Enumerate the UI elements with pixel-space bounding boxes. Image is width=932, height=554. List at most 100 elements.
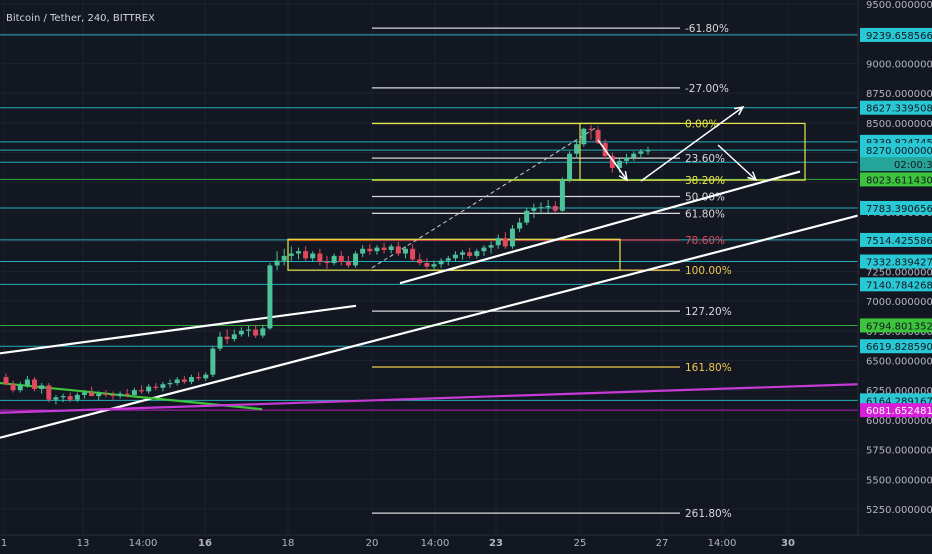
price-level-badge bbox=[860, 339, 932, 354]
price-level-badge-label: 7514.42558670 bbox=[866, 236, 932, 247]
candle-body bbox=[381, 247, 387, 250]
candle-body bbox=[224, 336, 230, 340]
candle-body bbox=[267, 265, 273, 329]
candle-body bbox=[303, 251, 309, 259]
candle-body bbox=[574, 144, 580, 154]
price-tick-label: 7000.00000000 bbox=[866, 297, 932, 308]
candle-body bbox=[317, 253, 323, 262]
price-level-badge-label: 6164.28916785 bbox=[866, 396, 932, 407]
time-tick-label: 14:00 bbox=[129, 538, 158, 549]
price-level-badge-label: 7783.39065674 bbox=[866, 204, 932, 215]
candle-body bbox=[274, 260, 280, 266]
candle-body bbox=[188, 377, 194, 382]
price-level-badge-label: 6619.82859065 bbox=[866, 342, 932, 353]
candle-body bbox=[324, 261, 330, 264]
candle-body bbox=[253, 329, 259, 336]
candle-body bbox=[295, 251, 301, 254]
candle-body bbox=[153, 386, 159, 388]
candle-body bbox=[203, 374, 209, 379]
price-level-badge bbox=[860, 172, 932, 187]
candle-body bbox=[246, 329, 252, 331]
fib-level-label: 38.20% bbox=[685, 175, 725, 187]
candle-body bbox=[538, 207, 544, 209]
candle-body bbox=[481, 247, 487, 252]
price-tick-label: 5500.00000000 bbox=[866, 475, 932, 486]
price-tick-label: 7250.00000000 bbox=[866, 267, 932, 278]
candle-body bbox=[509, 228, 515, 247]
candle-body bbox=[410, 248, 416, 260]
candle-body bbox=[445, 258, 451, 261]
price-level-badge-label: 8270.00000000 bbox=[866, 146, 932, 157]
trend-line bbox=[0, 383, 859, 414]
price-tick-label: 6500.00000000 bbox=[866, 356, 932, 367]
price-level-badge-label: 7140.78426844 bbox=[866, 280, 932, 291]
candle-body bbox=[638, 151, 644, 154]
time-tick-label: 23 bbox=[489, 538, 503, 549]
price-level-badge bbox=[860, 27, 932, 42]
candle-body bbox=[124, 393, 130, 395]
candle-body bbox=[395, 246, 401, 254]
fib-level-label: 0.00% bbox=[685, 118, 718, 130]
candle-body bbox=[74, 394, 80, 400]
price-level-badge-label: 8023.61143049 bbox=[866, 175, 932, 186]
price-level-badge bbox=[860, 318, 932, 333]
candle-body bbox=[338, 255, 344, 262]
candle-body bbox=[545, 206, 551, 208]
arrow-line bbox=[717, 144, 757, 181]
candle-body bbox=[217, 336, 223, 349]
candle-body bbox=[67, 396, 73, 400]
price-tick-label: 8500.00000000 bbox=[866, 119, 932, 130]
candle-body bbox=[281, 255, 287, 261]
time-tick-label: 1 bbox=[1, 538, 7, 549]
candle-body bbox=[360, 248, 366, 254]
candle-body bbox=[103, 393, 109, 395]
time-axis[interactable]: 1 13 14:00 16 18 20 14:00 23 25 27 14:00 30 bbox=[0, 534, 932, 550]
candle-body bbox=[60, 396, 66, 398]
countdown-label: 02:00:34 bbox=[894, 160, 932, 171]
candle-body bbox=[402, 248, 408, 254]
price-tick-label: 9500.00000000 bbox=[866, 0, 932, 11]
candle-body bbox=[331, 255, 337, 264]
candle-body bbox=[167, 383, 173, 385]
time-tick-label: 16 bbox=[198, 538, 212, 549]
candle-body bbox=[3, 377, 9, 385]
price-axis[interactable]: 9500.000000009250.000000009000.000000008… bbox=[857, 0, 932, 550]
price-level-badge bbox=[860, 143, 932, 158]
candle-body bbox=[502, 238, 508, 247]
candle-body bbox=[474, 251, 480, 256]
price-tick-label: 5250.00000000 bbox=[866, 505, 932, 516]
candle-body bbox=[609, 156, 615, 168]
trend-line bbox=[0, 214, 859, 439]
price-level-badge bbox=[860, 277, 932, 292]
candle-body bbox=[131, 390, 137, 395]
candle-body bbox=[46, 385, 52, 400]
dashed-projection-line bbox=[371, 125, 599, 269]
candle-body bbox=[310, 253, 316, 259]
candle-body bbox=[645, 150, 651, 152]
arrow-head bbox=[618, 171, 629, 182]
fib-level-label: 23.60% bbox=[685, 153, 725, 165]
price-level-badge-label: 9239.65856662 bbox=[866, 31, 932, 42]
countdown-badge bbox=[860, 157, 932, 172]
candle-body bbox=[374, 247, 380, 252]
fib-level-label: 61.80% bbox=[685, 208, 725, 220]
price-level-badge-label: 8627.33950861 bbox=[866, 104, 932, 115]
range-box bbox=[579, 122, 806, 181]
price-tick-label: 8750.00000000 bbox=[866, 89, 932, 100]
grid bbox=[0, 0, 858, 535]
fib-level-label: 78.60% bbox=[685, 235, 725, 247]
candle-body bbox=[616, 160, 622, 168]
fib-level-label: -61.80% bbox=[685, 23, 729, 35]
time-tick-label: 20 bbox=[366, 538, 379, 549]
price-level-badge bbox=[860, 254, 932, 269]
candle-body bbox=[39, 385, 45, 389]
price-tick-label: 6250.00000000 bbox=[866, 386, 932, 397]
candle-body bbox=[631, 153, 637, 158]
candle-body bbox=[517, 222, 523, 229]
price-level-badge-label: 6794.80135242 bbox=[866, 321, 932, 332]
candle-body bbox=[17, 385, 23, 391]
candle-body bbox=[81, 392, 87, 395]
